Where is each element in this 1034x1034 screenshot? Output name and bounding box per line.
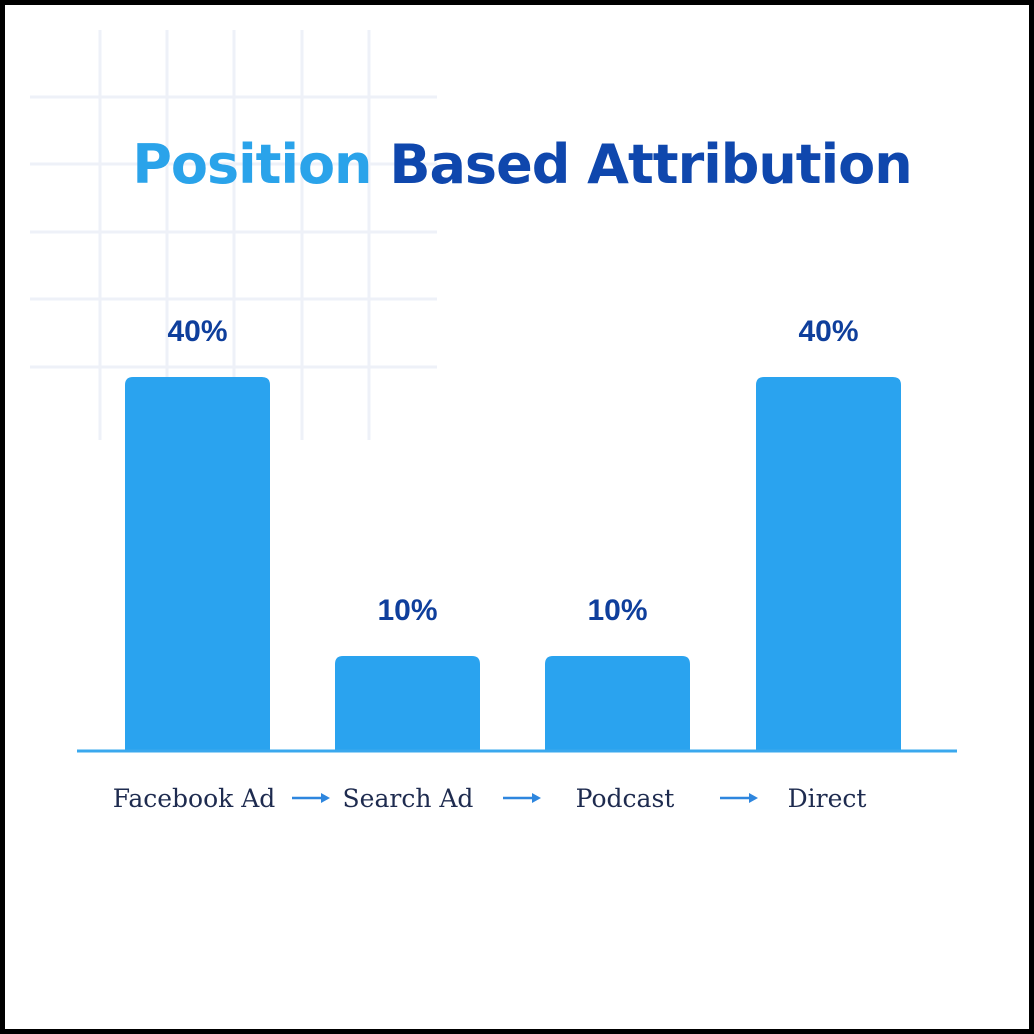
- value-label: 40%: [798, 315, 858, 348]
- bar-search-ad: [335, 656, 480, 750]
- bar-podcast: [545, 656, 690, 750]
- arrow-right-icon: [503, 793, 541, 803]
- category-label: Search Ad: [343, 784, 474, 813]
- category-label: Facebook Ad: [113, 784, 276, 813]
- arrow-right-icon: [720, 793, 758, 803]
- chart-title: Position Based Attribution: [5, 130, 1029, 200]
- category-label: Podcast: [576, 784, 675, 813]
- value-label: 10%: [377, 594, 437, 627]
- bar-chart: 40% 10% 10% 40% Facebook Ad Search Ad Podcast D…: [77, 315, 957, 813]
- bar-direct: [756, 377, 901, 750]
- value-label: 40%: [167, 315, 227, 348]
- chart-title-part2: Based Attribution: [389, 133, 912, 196]
- value-label: 10%: [587, 594, 647, 627]
- arrow-right-icon: [292, 793, 330, 803]
- category-label: Direct: [788, 784, 867, 813]
- chart-title-part1: Position: [132, 133, 372, 196]
- bar-facebook-ad: [125, 377, 270, 750]
- decorative-grid: [30, 30, 437, 440]
